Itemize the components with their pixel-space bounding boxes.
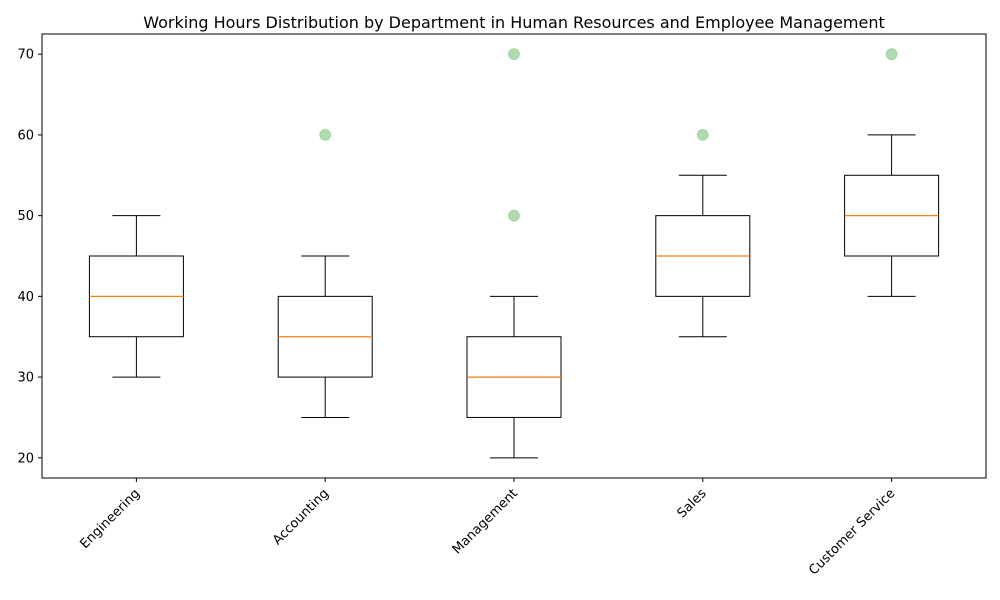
outlier-point: [508, 48, 520, 61]
x-tick-label: Accounting: [270, 486, 332, 548]
y-tick-label: 50: [17, 209, 34, 224]
y-tick-label: 70: [17, 48, 34, 63]
y-tick-label: 40: [17, 290, 34, 305]
x-tick-label: Customer Service: [806, 486, 898, 578]
plot-frame: [41, 33, 987, 479]
y-tick-label: 30: [17, 371, 34, 386]
x-tick-label: Engineering: [77, 486, 143, 552]
outlier-point: [696, 128, 709, 141]
chart-title: Working Hours Distribution by Department…: [143, 13, 885, 32]
y-tick-label: 60: [17, 128, 34, 143]
outlier-point: [319, 128, 332, 141]
x-tick-label: Sales: [675, 486, 710, 521]
x-tick-label: Management: [450, 486, 521, 557]
y-tick-label: 20: [17, 451, 34, 466]
outlier-point: [885, 48, 898, 61]
outlier-point: [508, 209, 520, 222]
